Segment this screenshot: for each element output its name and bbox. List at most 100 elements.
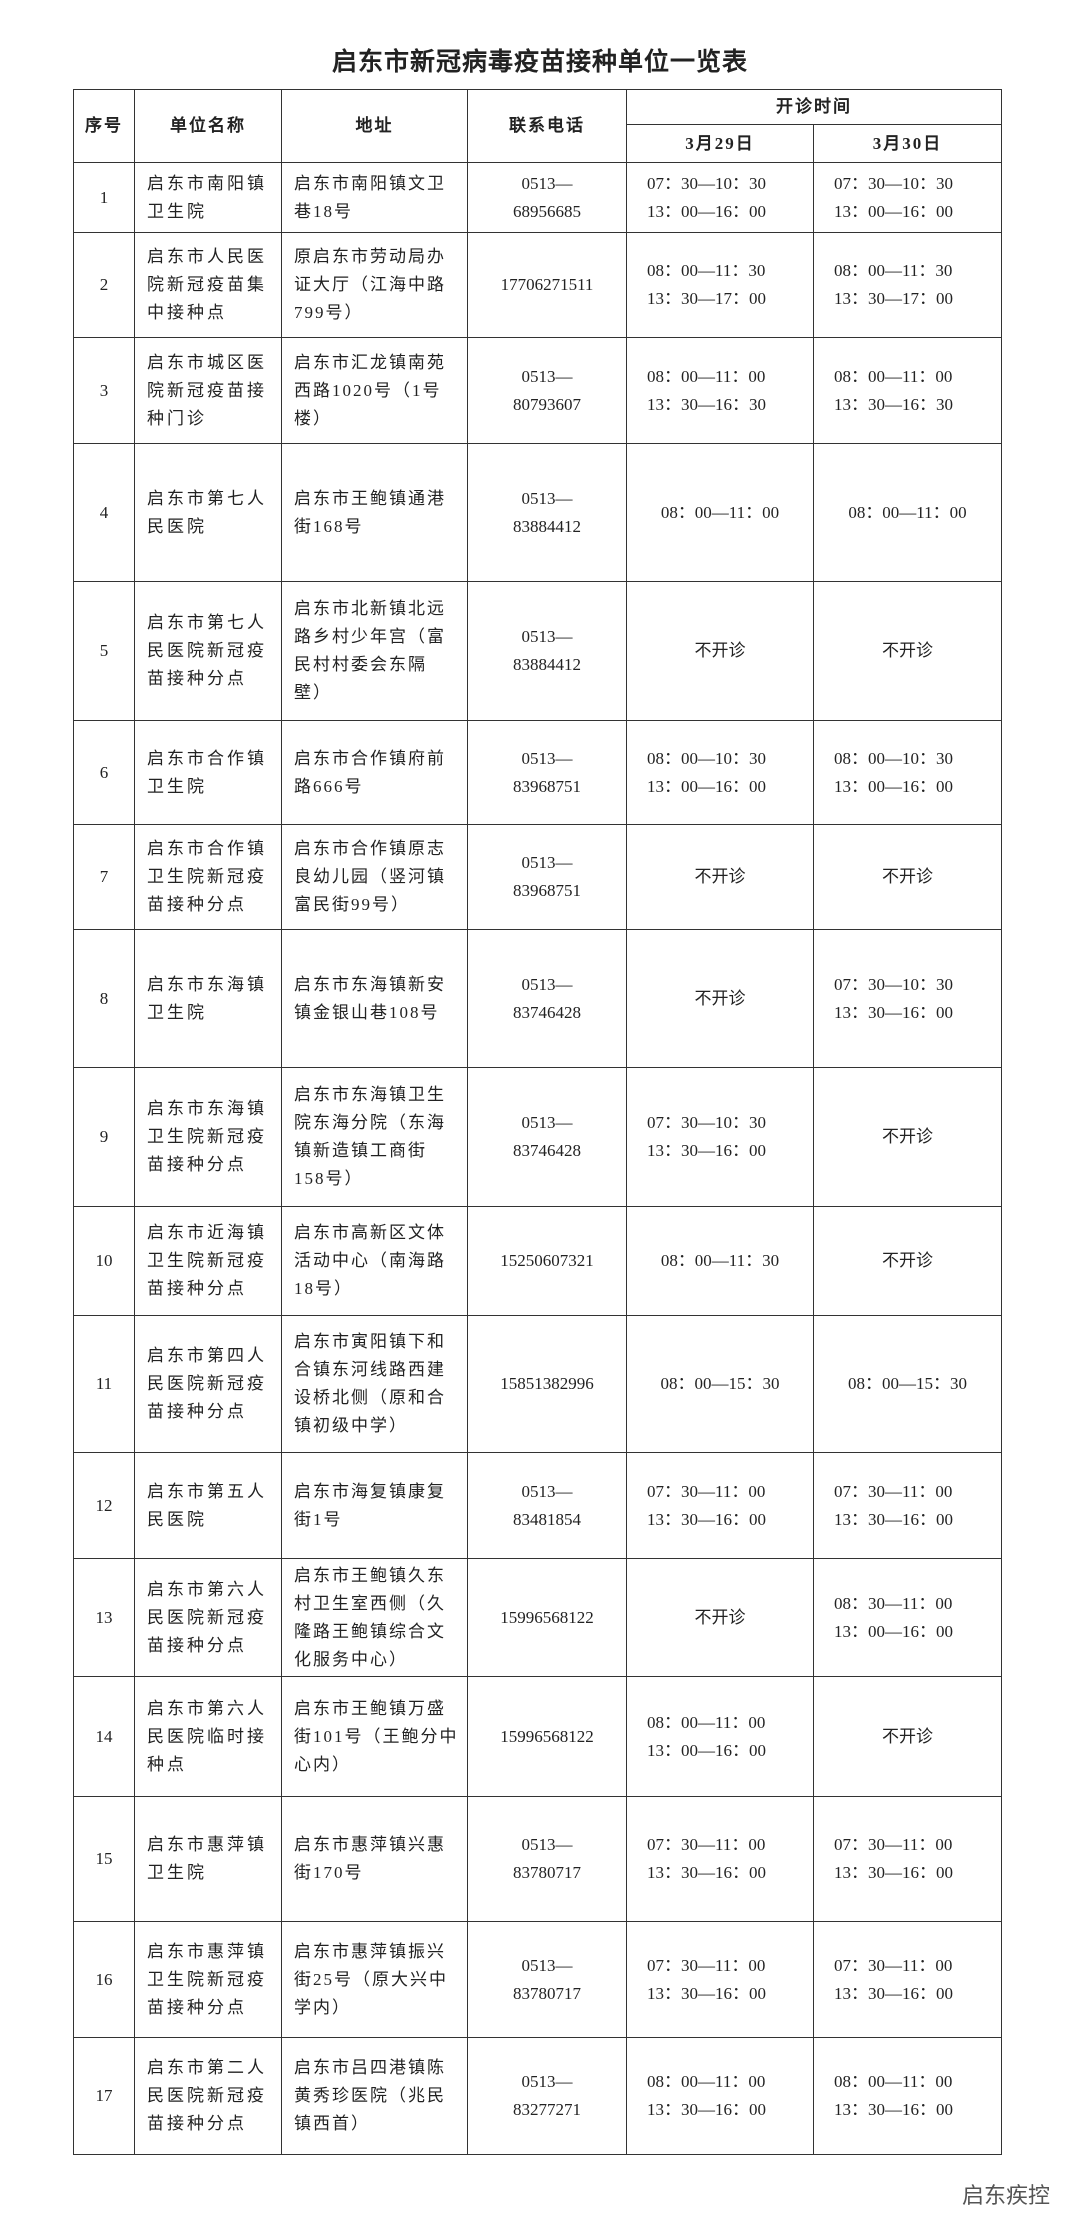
table-cell: 11 [73, 1315, 135, 1453]
table-cell: 启东市人民医 院新冠疫苗集 中接种点 [134, 232, 282, 338]
cell-text: 镇新造镇工商街 [294, 1141, 427, 1160]
table-cell: 07：30—11：00 13：30—16：00 [626, 1452, 814, 1559]
table-cell: 9 [73, 1067, 135, 1207]
cell-text: 08：00—15：30 [848, 1374, 967, 1393]
cell-text: 15250607321 [500, 1251, 594, 1270]
cell-text: 启东市寅阳镇下和 [294, 1332, 446, 1351]
table-cell: 启东市东海镇 卫生院新冠疫 苗接种分点 [134, 1067, 282, 1207]
cell-text: 苗接种分点 [147, 1402, 247, 1421]
cell-text: 13：00—16：00 [647, 776, 766, 796]
cell-text: 启东市第六人 [147, 1579, 267, 1599]
cell-text: 街1号 [294, 1509, 343, 1529]
table-cell: 07：30—10：30 13：00—16：00 [813, 162, 1002, 233]
cell-text: 壁） [294, 683, 332, 702]
cell-text: 西路1020号（1号 [294, 380, 442, 400]
cell-text: 启东市汇龙镇南苑 [294, 352, 446, 372]
cell-text: 07：30—10：30 [834, 974, 953, 994]
cell-text: 富民街99号） [294, 895, 410, 914]
table-cell: 08：00—11：30 13：30—17：00 [626, 232, 814, 338]
table-cell: 启东市合作镇原志 良幼儿园（竖河镇 富民街99号） [281, 824, 468, 930]
cell-text: 0513— [521, 488, 573, 508]
cell-text: 08：00—10：30 [647, 748, 766, 768]
cell-text: 民村村委会东隔 [294, 655, 427, 674]
cell-text: 楼） [294, 408, 332, 428]
cell-text: 启东市东海镇 [147, 1099, 267, 1118]
table-cell: 0513— 83884412 [467, 443, 627, 582]
cell-text: 启东市南阳镇 [147, 173, 267, 193]
table-cell: 启东市高新区文体 活动中心（南海路 18号） [281, 1206, 468, 1316]
cell-text: 卫生院 [147, 201, 207, 221]
table-cell: 12 [73, 1452, 135, 1559]
cell-text: 民医院新冠疫 [147, 2086, 267, 2105]
cell-text: 启东市王鲍镇万盛 [294, 1698, 446, 1718]
cell-text: 07：30—11：00 [647, 1955, 766, 1975]
cell-text: 158号） [294, 1169, 364, 1188]
cell-text: 83481854 [513, 1509, 581, 1529]
cell-text: 0513— [521, 173, 573, 193]
cell-text: 08：00—10：30 [834, 748, 953, 768]
cell-text: 启东市海复镇康复 [294, 1481, 446, 1501]
cell-text: 启东市合作镇 [147, 748, 267, 768]
table-cell: 不开诊 [813, 1676, 1002, 1797]
table-cell: 7 [73, 824, 135, 930]
cell-text: 不开诊 [694, 988, 746, 1008]
cell-text: 苗接种分点 [147, 669, 247, 688]
cell-text: 83884412 [513, 655, 581, 674]
cell-text: 卫生院新冠疫 [147, 1969, 267, 1989]
cell-text: 9 [99, 1127, 109, 1146]
header-cell: 序号 [73, 89, 135, 163]
cell-text: 13：30—16：00 [834, 1983, 953, 2003]
table-cell: 启东市第六人 民医院新冠疫 苗接种分点 [134, 1558, 282, 1677]
table-cell: 15851382996 [467, 1315, 627, 1453]
table-cell: 0513— 80793607 [467, 337, 627, 444]
header-cell: 开诊时间 [626, 89, 1002, 125]
cell-text: 苗接种分点 [147, 1155, 247, 1174]
table-cell: 不开诊 [626, 581, 814, 721]
cell-text: 15996568122 [500, 1726, 594, 1746]
cell-text: 13：30—17：00 [647, 289, 766, 308]
cell-text: 启东市东海镇卫生 [294, 1085, 446, 1104]
cell-text: 3 [99, 380, 109, 400]
cell-text: 13：30—16：00 [647, 1141, 766, 1160]
table-row: 4 启东市第七人 民医院 启东市王鲍镇通港 街168号 0513— 83884412 08：0… [73, 443, 1002, 582]
cell-text: 07：30—10：30 [647, 1113, 766, 1132]
table-cell: 不开诊 [813, 824, 1002, 930]
cell-text: 07：30—10：30 [647, 173, 766, 193]
cell-text: 院新冠疫苗接 [147, 380, 267, 400]
cell-text: 13：30—16：00 [647, 1509, 766, 1529]
table-cell: 3 [73, 337, 135, 444]
cell-text: 启东市第四人 [147, 1346, 267, 1365]
cell-text: 不开诊 [882, 1127, 933, 1146]
table-cell: 不开诊 [626, 929, 814, 1068]
cell-text: 07：30—11：00 [647, 1481, 766, 1501]
cell-text: 0513— [521, 366, 573, 386]
table-cell: 0513— 83968751 [467, 824, 627, 930]
cell-text: 隆路王鲍镇综合文 [294, 1621, 446, 1641]
cell-text: 0513— [521, 1481, 573, 1501]
cell-text: 卫生院新冠疫 [147, 1127, 267, 1146]
cell-text: 07：30—11：00 [834, 1835, 953, 1854]
cell-text: 巷18号 [294, 201, 353, 221]
cell-text: 6 [99, 762, 109, 782]
table-cell: 启东市吕四港镇陈 黄秀珍医院（兆民 镇西首） [281, 2037, 468, 2155]
cell-text: 不开诊 [694, 641, 746, 660]
table-row: 14 启东市第六人 民医院临时接 种点 启东市王鲍镇万盛 街101号（王鲍分中 心内） 159… [73, 1676, 1002, 1797]
cell-text: 不开诊 [882, 1251, 933, 1270]
table-cell: 不开诊 [626, 1558, 814, 1677]
header-cell: 3月29日 [626, 124, 814, 163]
cell-text: 启东市王鲍镇久东 [294, 1565, 446, 1585]
cell-text: 良幼儿园（竖河镇 [294, 867, 446, 886]
cell-text: 启东市合作镇 [147, 839, 267, 858]
table-cell: 启东市王鲍镇通港 街168号 [281, 443, 468, 582]
table-cell: 10 [73, 1206, 135, 1316]
cell-text: 18号） [294, 1279, 353, 1298]
table-cell: 0513— 83780717 [467, 1796, 627, 1922]
cell-text: 设桥北侧（原和合 [294, 1388, 446, 1407]
table-cell: 15250607321 [467, 1206, 627, 1316]
table-cell: 启东市第四人 民医院新冠疫 苗接种分点 [134, 1315, 282, 1453]
table-cell: 15996568122 [467, 1558, 627, 1677]
cell-text: 启东市北新镇北远 [294, 599, 446, 618]
table-cell: 不开诊 [626, 824, 814, 930]
table-row: 6 启东市合作镇 卫生院 启东市合作镇府前 路666号 0513— 83968751 08：0… [73, 720, 1002, 825]
